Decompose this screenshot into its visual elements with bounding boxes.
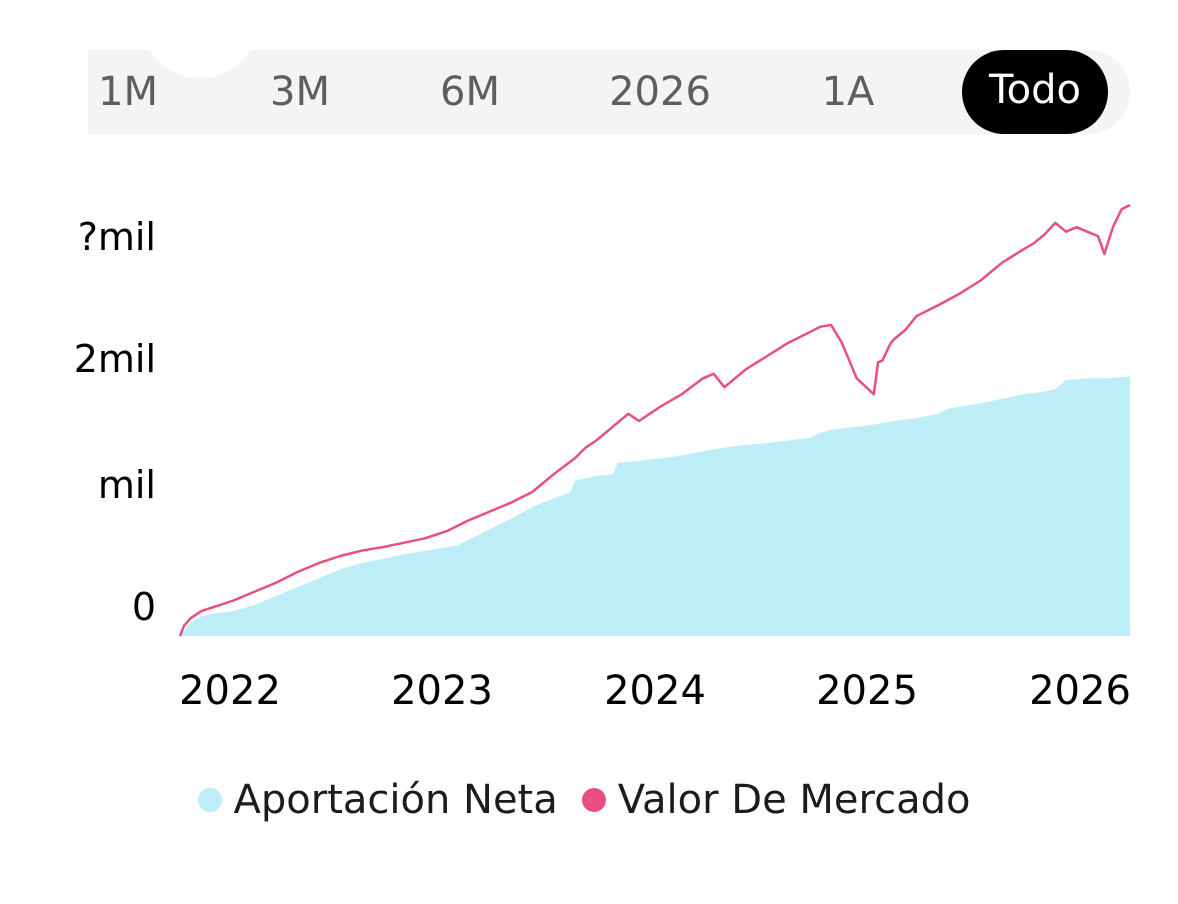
range-6m-button[interactable]: 6M	[440, 69, 500, 115]
legend-dot-aportacion	[197, 788, 222, 812]
x-tick-label: 2026	[1029, 668, 1131, 714]
range-selector-bar	[88, 50, 1130, 134]
legend-dot-mercado	[581, 788, 606, 812]
x-tick-label: 2022	[179, 668, 281, 714]
y-axis-mask	[0, 180, 84, 650]
legend-label-mercado: Valor De Mercado	[617, 777, 971, 823]
x-axis-ticks: 2022 2023 2024 2025 2026	[179, 668, 1131, 714]
plot-area	[178, 203, 1131, 637]
range-todo-button[interactable]: Todo	[962, 50, 1108, 134]
range-1m-button[interactable]: 1M	[98, 69, 158, 115]
range-3m-button[interactable]: 3M	[270, 69, 330, 115]
x-tick-label: 2023	[391, 668, 493, 714]
x-tick-label: 2024	[604, 668, 706, 714]
series-mercado-line	[178, 203, 1131, 637]
legend-label-aportacion: Aportación Neta	[233, 777, 558, 823]
legend-item-aportacion[interactable]: Aportación Neta	[197, 777, 558, 823]
legend-item-mercado[interactable]: Valor De Mercado	[581, 777, 971, 823]
chart-legend: Aportación Neta Valor De Mercado	[0, 770, 1178, 830]
series-aportacion-area	[180, 376, 1130, 636]
x-tick-label: 2025	[816, 668, 918, 714]
range-1a-button[interactable]: 1A	[821, 69, 875, 115]
range-2026-button[interactable]: 2026	[609, 69, 711, 115]
